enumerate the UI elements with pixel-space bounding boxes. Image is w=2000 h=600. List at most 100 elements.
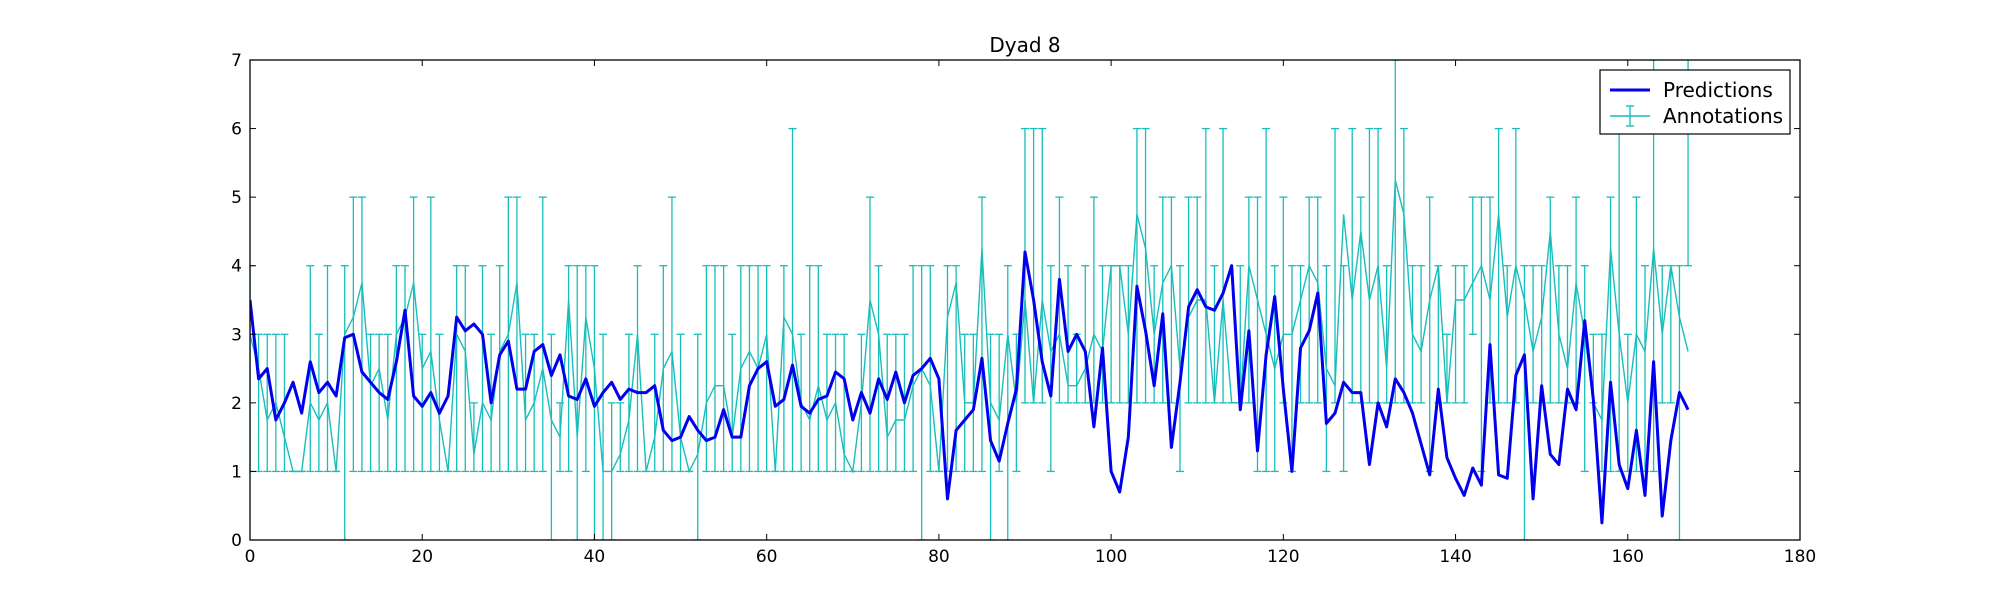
annotation-errorbar bbox=[1546, 196, 1555, 404]
annotation-errorbar bbox=[1348, 127, 1357, 404]
annotation-errorbar bbox=[711, 265, 719, 473]
annotation-errorbar bbox=[581, 265, 590, 473]
x-tick-label: 180 bbox=[1784, 547, 1816, 567]
annotation-errorbar bbox=[1184, 196, 1193, 404]
annotation-errorbar bbox=[323, 265, 332, 473]
annotation-errorbar bbox=[728, 333, 737, 473]
annotation-errorbar bbox=[1391, 60, 1400, 404]
annotation-errorbar bbox=[1210, 265, 1219, 404]
annotation-errorbar bbox=[263, 333, 272, 473]
annotation-errorbar bbox=[1580, 265, 1589, 473]
annotation-errorbar bbox=[1219, 127, 1228, 404]
annotation-errorbar bbox=[1365, 127, 1374, 404]
annotation-errorbar bbox=[418, 333, 427, 473]
annotation-errorbar bbox=[314, 333, 323, 473]
annotation-errorbar bbox=[909, 265, 918, 473]
annotation-errorbar bbox=[452, 265, 461, 473]
annotation-errorbar bbox=[995, 333, 1004, 473]
annotation-errorbar bbox=[1064, 265, 1073, 404]
annotation-errorbar bbox=[1055, 196, 1064, 404]
annotation-errorbar bbox=[719, 265, 728, 473]
x-tick-label: 20 bbox=[411, 547, 433, 567]
annotation-errorbar bbox=[1331, 127, 1339, 404]
plot-area bbox=[250, 60, 1693, 540]
annotation-errorbar bbox=[547, 333, 556, 540]
annotation-errorbar bbox=[977, 196, 986, 473]
y-tick-label: 5 bbox=[231, 188, 242, 208]
annotation-errorbar bbox=[1089, 196, 1098, 404]
annotation-errorbar bbox=[624, 333, 633, 473]
annotation-errorbar bbox=[1529, 265, 1538, 404]
annotation-errorbar bbox=[1451, 265, 1460, 404]
y-tick-label: 7 bbox=[231, 51, 242, 71]
annotation-errorbar bbox=[633, 265, 642, 473]
annotation-errorbar bbox=[874, 265, 883, 473]
x-tick-label: 60 bbox=[756, 547, 778, 567]
annotation-errorbar bbox=[1201, 127, 1210, 404]
annotation-errorbar bbox=[1305, 196, 1314, 404]
annotation-errorbar bbox=[495, 265, 504, 473]
annotation-errorbar bbox=[788, 127, 797, 473]
annotation-errorbar bbox=[1468, 196, 1477, 335]
annotation-errorbar bbox=[573, 265, 582, 540]
annotation-errorbar bbox=[1399, 127, 1408, 404]
annotation-errorbar bbox=[883, 333, 892, 473]
annotation-errorbar bbox=[1606, 196, 1615, 473]
annotation-errorbar bbox=[1339, 265, 1348, 473]
x-tick-label: 140 bbox=[1439, 547, 1471, 567]
annotation-errorbar bbox=[1675, 265, 1684, 540]
annotation-errorbar bbox=[1520, 265, 1529, 540]
annotation-errorbar bbox=[521, 333, 530, 473]
annotation-errorbar bbox=[1434, 265, 1443, 404]
annotation-errorbar bbox=[745, 265, 754, 473]
legend-predictions-label: Predictions bbox=[1663, 78, 1773, 102]
annotation-errorbar bbox=[667, 196, 676, 473]
annotation-errorbar bbox=[478, 265, 487, 473]
annotation-errorbar bbox=[512, 196, 521, 473]
annotation-errorbar bbox=[1262, 127, 1271, 473]
annotation-errorbar bbox=[779, 265, 788, 473]
axes-layer: 0 20 40 60 80 100 120 140 160 180 0 1 2 3 4 5 6 7 bbox=[231, 51, 1816, 567]
annotation-errorbar bbox=[383, 333, 392, 473]
annotation-errorbar bbox=[1253, 196, 1262, 473]
legend-box bbox=[1599, 69, 1791, 135]
annotation-errorbar bbox=[1141, 127, 1150, 404]
annotation-errorbar bbox=[366, 333, 375, 473]
annotation-errorbar bbox=[917, 265, 926, 540]
annotation-errorbar bbox=[891, 333, 900, 473]
annotation-errorbar bbox=[409, 196, 418, 473]
y-tick-label: 1 bbox=[231, 462, 242, 482]
x-tick-label: 0 bbox=[245, 547, 256, 567]
annotation-errorbar bbox=[814, 265, 823, 473]
annotation-errorbar bbox=[599, 333, 608, 540]
x-tick-label: 40 bbox=[584, 547, 606, 567]
y-tick-label: 2 bbox=[231, 394, 242, 414]
annotation-errorbar bbox=[1244, 196, 1253, 404]
annotation-errorbar bbox=[822, 333, 831, 473]
y-tick-label: 0 bbox=[231, 531, 242, 551]
annotation-errorbar bbox=[1382, 265, 1391, 404]
y-tick-label: 4 bbox=[231, 257, 242, 277]
annotation-errorbar bbox=[1107, 265, 1116, 404]
annotation-errorbar bbox=[616, 402, 625, 473]
annotation-errorbar bbox=[375, 333, 384, 473]
annotation-errorbar bbox=[538, 196, 547, 473]
annotation-errorbar bbox=[1132, 127, 1141, 404]
annotation-errorbar bbox=[650, 333, 659, 473]
annotation-errorbar bbox=[1503, 265, 1512, 404]
annotation-errorbar bbox=[340, 265, 349, 540]
annotation-errorbar bbox=[693, 333, 702, 540]
annotation-errorbar bbox=[1356, 196, 1365, 404]
y-tick-label: 3 bbox=[231, 325, 242, 345]
annotation-errorbar bbox=[1158, 196, 1167, 404]
annotation-errorbar bbox=[1003, 265, 1012, 540]
annotation-errorbar bbox=[426, 196, 435, 473]
y-tick-label: 6 bbox=[231, 120, 242, 140]
annotation-errorbar bbox=[564, 265, 573, 473]
annotation-errorbar bbox=[401, 265, 409, 473]
annotation-errorbar bbox=[926, 265, 935, 473]
axes-frame bbox=[249, 59, 1801, 541]
annotation-errorbar bbox=[461, 265, 470, 473]
